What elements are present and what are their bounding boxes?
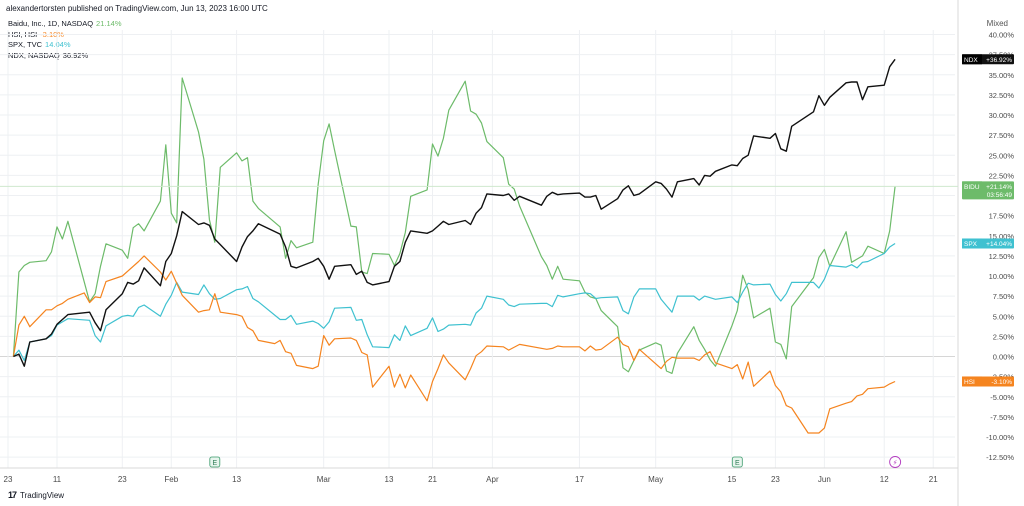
y-tick-label: -7.50% <box>990 413 1014 422</box>
earnings-marker-label: E <box>212 460 217 467</box>
legend-row-spx[interactable]: SPX, TVC 14.04% <box>8 40 121 51</box>
series-line-ndx <box>13 58 896 367</box>
legend-row-bidu[interactable]: Baidu, Inc., 1D, NASDAQ 21.14% <box>8 19 121 30</box>
last-value-name: NDX <box>964 57 978 64</box>
footer-label: TradingView <box>20 490 65 500</box>
x-tick-label: 23 <box>4 475 13 484</box>
y-tick-label: 15.00% <box>989 232 1015 241</box>
event-marker-label: ⚡ <box>893 459 898 467</box>
legend-label: Baidu, Inc., 1D, NASDAQ <box>8 19 94 28</box>
x-tick-label: 13 <box>385 475 394 484</box>
series-line-hsi <box>12 255 896 434</box>
x-tick-label: 15 <box>727 475 736 484</box>
last-value-name-bg <box>962 376 982 387</box>
y-tick-label: 35.00% <box>989 71 1015 80</box>
scale-mode-label[interactable]: Mixed <box>986 19 1008 28</box>
y-tick-label: 12.50% <box>989 252 1015 261</box>
last-value-text: +21.14% <box>986 184 1012 191</box>
last-value-name-bg <box>962 181 982 192</box>
x-tick-label: Apr <box>486 475 499 484</box>
x-tick-label: 21 <box>929 475 938 484</box>
last-value-name-bg <box>962 54 982 65</box>
legend-value: 21.14% <box>96 19 122 28</box>
x-tick-label: Jun <box>818 475 831 484</box>
x-tick-label: 21 <box>428 475 437 484</box>
last-value-name: SPX <box>964 241 978 248</box>
x-tick-label: 13 <box>232 475 241 484</box>
y-tick-label: -5.00% <box>990 393 1014 402</box>
legend-value: 14.04% <box>45 40 71 49</box>
last-value-text: -3.10% <box>991 379 1012 386</box>
dividend-event-icon <box>889 456 902 468</box>
last-value-name-bg <box>962 238 982 249</box>
x-tick-label: May <box>648 475 663 484</box>
y-tick-label: 40.00% <box>989 31 1015 40</box>
last-value-countdown: 03:56:49 <box>987 192 1013 199</box>
last-value-text: +14.04% <box>986 241 1012 248</box>
x-tick-label: 17 <box>575 475 584 484</box>
y-tick-label: 25.00% <box>989 151 1015 160</box>
x-tick-label: 12 <box>880 475 889 484</box>
y-tick-label: 17.50% <box>989 212 1015 221</box>
x-tick-label: 23 <box>771 475 780 484</box>
y-tick-label: -12.50% <box>986 453 1014 462</box>
legend-label: SPX, TVC <box>8 40 43 49</box>
series-line-spx <box>12 242 896 362</box>
y-tick-label: 30.00% <box>989 111 1015 120</box>
x-tick-label: Feb <box>164 475 178 484</box>
x-tick-label: 11 <box>53 475 62 484</box>
series-line-bidu <box>12 77 896 374</box>
y-tick-label: 2.50% <box>993 332 1015 341</box>
last-value-text: +36.92% <box>986 57 1012 64</box>
y-tick-label: -10.00% <box>986 433 1014 442</box>
y-tick-label: 27.50% <box>989 131 1015 140</box>
x-tick-label: 23 <box>118 475 127 484</box>
earnings-marker-label: E <box>735 460 740 467</box>
earnings-marker-icon <box>731 456 743 468</box>
tradingview-footer[interactable]: 17 TradingView <box>8 490 64 500</box>
tradingview-logo-icon: 17 <box>8 490 17 500</box>
last-value-name: HSI <box>964 379 975 386</box>
y-tick-label: 32.50% <box>989 91 1015 100</box>
y-tick-label: 5.00% <box>993 312 1015 321</box>
y-tick-label: 7.50% <box>993 292 1015 301</box>
publisher-header: alexandertorsten published on TradingVie… <box>6 4 268 13</box>
earnings-marker-icon <box>209 456 221 468</box>
y-tick-label: 22.50% <box>989 171 1015 180</box>
y-tick-label: 10.00% <box>989 272 1015 281</box>
x-tick-label: Mar <box>317 475 331 484</box>
y-tick-label: 0.00% <box>993 353 1015 362</box>
last-value-name: BIDU <box>964 184 980 191</box>
